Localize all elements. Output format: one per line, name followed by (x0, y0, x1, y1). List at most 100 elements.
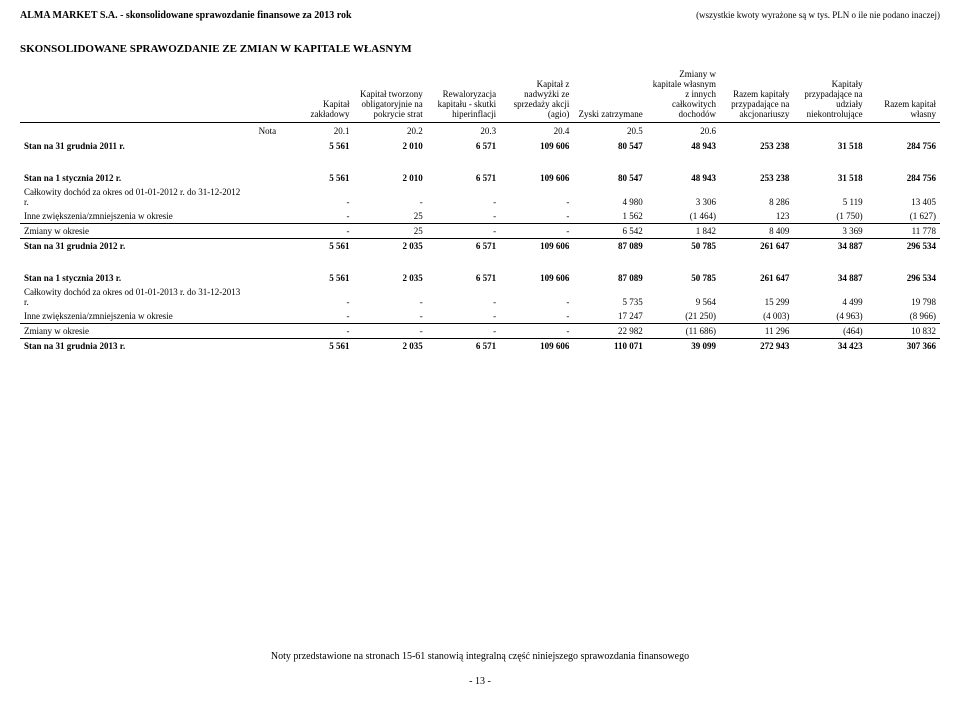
table-row: Inne zwiększenia/zmniejszenia w okresie -… (20, 209, 940, 224)
cell-value: 5 561 (280, 239, 353, 254)
footer-note: Noty przedstawione na stronach 15-61 sta… (0, 651, 960, 662)
cell-value: 1 842 (647, 224, 720, 239)
cell-value: 6 571 (427, 339, 500, 354)
col-head: Zyski zatrzymane (573, 67, 646, 123)
cell-value: - (353, 309, 426, 324)
row-label: Zmiany w okresie (20, 324, 245, 339)
cell-value: - (427, 209, 500, 224)
cell-value: 22 982 (573, 324, 646, 339)
cell-blank (245, 324, 280, 339)
cell-value: 253 238 (720, 171, 793, 185)
cell-value: 5 735 (573, 285, 646, 309)
cell-blank (245, 139, 280, 153)
cell-value: 253 238 (720, 139, 793, 153)
nota-row: Nota20.120.220.320.420.520.6 (20, 123, 940, 140)
table-row: Całkowity dochód za okres od 01-01-2012 … (20, 185, 940, 209)
cell-value: 17 247 (573, 309, 646, 324)
cell-value: 8 286 (720, 185, 793, 209)
row-label: Inne zwiększenia/zmniejszenia w okresie (20, 309, 245, 324)
cell-value: - (280, 324, 353, 339)
cell-value: 284 756 (867, 139, 940, 153)
cell-blank (245, 339, 280, 354)
col-head: Kapitał zakładowy (280, 67, 353, 123)
cell-value: - (427, 309, 500, 324)
table-row: Inne zwiększenia/zmniejszenia w okresie -… (20, 309, 940, 324)
row-label: Inne zwiększenia/zmniejszenia w okresie (20, 209, 245, 224)
table-row: Stan na 1 stycznia 2013 r.5 5612 0356 57… (20, 271, 940, 285)
cell-value: 25 (353, 224, 426, 239)
col-blank (20, 67, 245, 123)
cell-blank (245, 239, 280, 254)
cell-value: 4 980 (573, 185, 646, 209)
cell-value: - (500, 324, 573, 339)
table-row: Stan na 31 grudnia 2012 r.5 5612 0356 57… (20, 239, 940, 254)
cell-value: 284 756 (867, 171, 940, 185)
cell-value: 110 071 (573, 339, 646, 354)
row-label: Całkowity dochód za okres od 01-01-2012 … (20, 185, 245, 209)
cell-value: 39 099 (647, 339, 720, 354)
page-footer: Noty przedstawione na stronach 15-61 sta… (0, 651, 960, 687)
table-header-row: Kapitał zakładowy Kapitał tworzony oblig… (20, 67, 940, 123)
cell-value: 2 010 (353, 171, 426, 185)
cell-value: - (280, 309, 353, 324)
cell-value: - (353, 185, 426, 209)
cell-value: (1 627) (867, 209, 940, 224)
table-row: Stan na 31 grudnia 2011 r.5 5612 0106 57… (20, 139, 940, 153)
col-head: Rewaloryzacja kapitału - skutki hiperinf… (427, 67, 500, 123)
col-head: Kapitał z nadwyżki ze sprzedaży akcji (a… (500, 67, 573, 123)
cell-value: 2 010 (353, 139, 426, 153)
cell-value: 5 561 (280, 171, 353, 185)
equity-changes-table: Kapitał zakładowy Kapitał tworzony oblig… (20, 67, 940, 353)
cell-value: 48 943 (647, 171, 720, 185)
table-row: Całkowity dochód za okres od 01-01-2013 … (20, 285, 940, 309)
cell-value: 19 798 (867, 285, 940, 309)
spacer-cell (20, 253, 940, 271)
nota-value: 20.4 (500, 123, 573, 140)
cell-value: 5 119 (793, 185, 866, 209)
table-row: Zmiany w okresie----22 982(11 686)11 296… (20, 324, 940, 339)
cell-value: 48 943 (647, 139, 720, 153)
cell-value: 87 089 (573, 271, 646, 285)
nota-value: 20.3 (427, 123, 500, 140)
cell-value: 34 423 (793, 339, 866, 354)
cell-value: 31 518 (793, 139, 866, 153)
cell-value: 307 366 (867, 339, 940, 354)
col-head: Kapitał tworzony obligatoryjnie na pokry… (353, 67, 426, 123)
nota-value: 20.2 (353, 123, 426, 140)
cell-value: 80 547 (573, 139, 646, 153)
cell-value: - (427, 224, 500, 239)
cell-value: - (353, 285, 426, 309)
cell-value: 5 561 (280, 139, 353, 153)
cell-value: 109 606 (500, 239, 573, 254)
cell-value: - (280, 224, 353, 239)
cell-value: (21 250) (647, 309, 720, 324)
cell-value: 2 035 (353, 239, 426, 254)
page-header: ALMA MARKET S.A. - skonsolidowane sprawo… (20, 10, 940, 21)
cell-blank (245, 271, 280, 285)
cell-value: 261 647 (720, 271, 793, 285)
col-head: Razem kapitał własny (867, 67, 940, 123)
cell-value: 123 (720, 209, 793, 224)
cell-value: 1 562 (573, 209, 646, 224)
table-row: Zmiany w okresie-25--6 5421 8428 4093 36… (20, 224, 940, 239)
cell-value: 9 564 (647, 285, 720, 309)
cell-blank (245, 209, 280, 224)
cell-value: - (280, 209, 353, 224)
cell-blank (245, 171, 280, 185)
cell-value: - (427, 324, 500, 339)
cell-value: 11 778 (867, 224, 940, 239)
cell-value: - (500, 285, 573, 309)
col-blank-nota (245, 67, 280, 123)
cell-value: 5 561 (280, 271, 353, 285)
spacer-row (20, 253, 940, 271)
cell-value: 109 606 (500, 271, 573, 285)
row-label: Stan na 31 grudnia 2013 r. (20, 339, 245, 354)
cell-value: 25 (353, 209, 426, 224)
cell-value: (464) (793, 324, 866, 339)
cell-value: (11 686) (647, 324, 720, 339)
cell-blank (245, 285, 280, 309)
table-row: Stan na 1 stycznia 2012 r.5 5612 0106 57… (20, 171, 940, 185)
cell-value: - (427, 285, 500, 309)
currency-note: (wszystkie kwoty wyrażone są w tys. PLN … (696, 10, 940, 20)
row-label: Zmiany w okresie (20, 224, 245, 239)
